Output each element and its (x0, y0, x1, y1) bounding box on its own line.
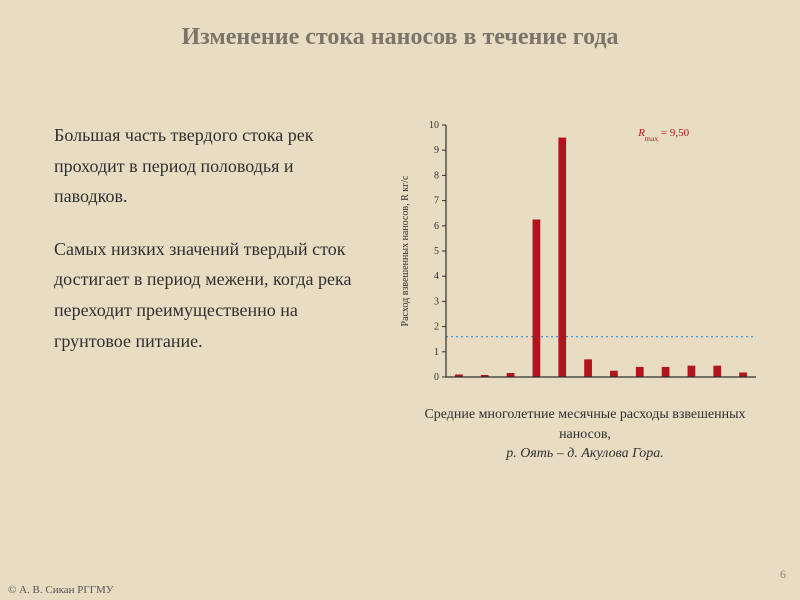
caption-line-1: Средние многолетние месячные расходы взв… (424, 407, 745, 442)
svg-text:Rmax = 9,50: Rmax = 9,50 (637, 127, 689, 143)
svg-text:9: 9 (434, 145, 439, 156)
svg-text:6: 6 (434, 221, 439, 232)
svg-text:7: 7 (434, 196, 439, 207)
svg-text:5: 5 (434, 246, 439, 257)
svg-text:2: 2 (434, 322, 439, 333)
copyright-text: © А. В. Сикан РГГМУ (8, 584, 114, 596)
svg-text:10: 10 (429, 120, 439, 131)
svg-text:1: 1 (434, 347, 439, 358)
page-number: 6 (780, 567, 786, 582)
svg-text:3: 3 (434, 296, 439, 307)
svg-text:0: 0 (434, 372, 439, 383)
page-title: Изменение стока наносов в течение года (0, 24, 800, 51)
body-paragraph-2: Самых низких значений твердый сток дости… (54, 234, 364, 356)
svg-text:Расход взвешенных наносов, R к: Расход взвешенных наносов, R кг/с (400, 175, 411, 327)
svg-text:8: 8 (434, 170, 439, 181)
body-paragraph-1: Большая часть твердого стока рек проходи… (54, 120, 364, 212)
chart-svg: 0 1 2 3 4 5 6 7 8 9 10 Расход взвешенных наносов, R… (396, 115, 766, 395)
body-text: Большая часть твердого стока рек проходи… (54, 120, 364, 378)
chart-caption: Средние многолетние месячные расходы взв… (410, 405, 760, 464)
svg-text:4: 4 (434, 271, 439, 282)
caption-line-2: р. Оять – д. Акулова Гора. (506, 446, 664, 461)
bar-chart: 0 1 2 3 4 5 6 7 8 9 10 Расход взвешенных наносов, R… (396, 115, 766, 395)
